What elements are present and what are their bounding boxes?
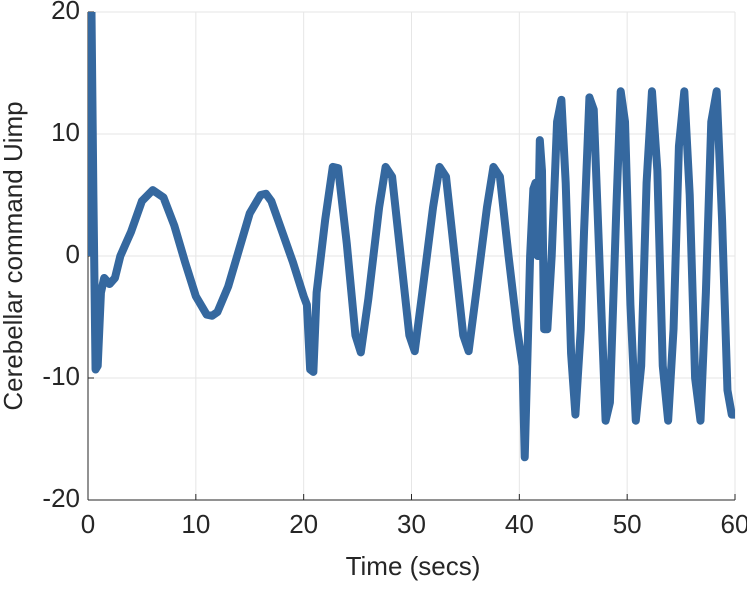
y-tick-label: -10 <box>42 361 80 391</box>
x-tick-label: 30 <box>397 509 426 539</box>
y-tick-label: 0 <box>66 239 80 269</box>
x-tick-label: 60 <box>721 509 747 539</box>
x-axis-label: Time (secs) <box>346 551 481 581</box>
y-axis-label: Cerebellar command Uimp <box>0 101 28 410</box>
x-tick-label: 50 <box>613 509 642 539</box>
x-tick-label: 10 <box>181 509 210 539</box>
x-tick-label: 40 <box>505 509 534 539</box>
data-line <box>88 12 735 462</box>
x-tick-label: 0 <box>81 509 95 539</box>
y-tick-label: 10 <box>51 117 80 147</box>
y-tick-label: -20 <box>42 483 80 513</box>
x-tick-label: 20 <box>289 509 318 539</box>
y-tick-label: 20 <box>51 0 80 25</box>
